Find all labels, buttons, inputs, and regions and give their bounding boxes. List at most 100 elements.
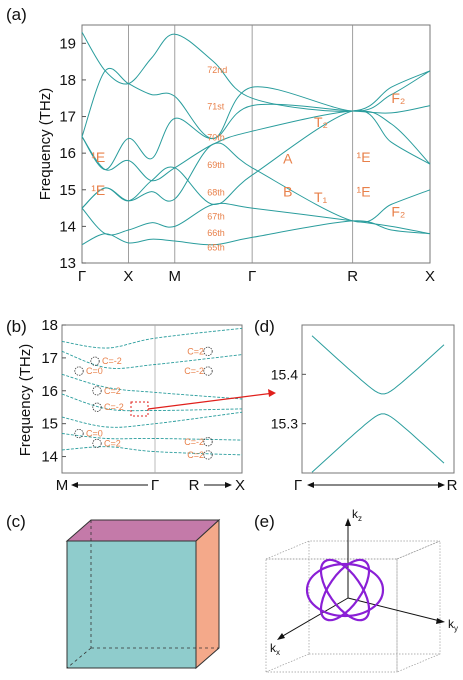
- cube-front-face: [66, 540, 197, 669]
- panel-a-irrep-label: ¹E: [91, 182, 105, 198]
- panel-a-band-label: 70th: [207, 133, 225, 143]
- panel-d-lower-branch: [311, 413, 445, 473]
- panel-a-xtick-label: X: [425, 268, 435, 285]
- panel-b-band-2: [61, 433, 243, 441]
- chern-number-label: C=2: [104, 438, 121, 448]
- panel-a-irrep-label: T₁: [314, 189, 328, 205]
- zoom-box: [130, 401, 149, 417]
- panel-b-xlabel-r: R: [189, 477, 200, 494]
- panel-a-xtick-label: M: [169, 268, 182, 285]
- panel-c-cube: [65, 518, 221, 670]
- panel-b-arrow-left-head: [71, 482, 78, 488]
- kx-axis-head: [277, 633, 285, 640]
- panel-a-band-label: 65th: [207, 243, 225, 253]
- panel-a-xtick-label: Γ: [78, 268, 86, 285]
- panel-a-band-label: 72nd: [207, 65, 227, 75]
- panel-a-band-6: [81, 103, 431, 171]
- panel-d-frame: [301, 324, 455, 474]
- panel-b-xlabel-m: M: [56, 477, 69, 494]
- ky-axis-head: [436, 618, 445, 624]
- panel-a-ytick-label: 17: [59, 109, 76, 126]
- weyl-point-marker: [203, 346, 213, 356]
- bz-box-back-d: [265, 653, 310, 673]
- chern-number-label: C=-2: [184, 366, 204, 376]
- panel-a-band-3: [81, 142, 431, 223]
- cube-top-face: [65, 519, 221, 542]
- zoom-arrow: [147, 392, 275, 410]
- panel-d-xlabel-r: R: [447, 477, 458, 494]
- nodal-loop-2: [319, 558, 371, 622]
- panel-a-irrep-label: ¹E: [91, 149, 105, 165]
- panel-b-band-4: [61, 393, 243, 412]
- panel-label-a: (a): [6, 5, 27, 24]
- panel-b-ytick-label: 16: [41, 383, 58, 400]
- cube-side-face: [195, 518, 220, 670]
- weyl-point-marker: [92, 386, 102, 396]
- weyl-point-marker: [92, 402, 102, 412]
- chern-number-label: C=-2: [102, 356, 122, 366]
- panel-b-band-6: [61, 350, 243, 369]
- panel-a-frame: [81, 24, 431, 264]
- panel-a-xtick-label: R: [347, 268, 358, 285]
- panel-label-b: (b): [6, 317, 27, 336]
- panel-b-band-5: [61, 373, 243, 400]
- panel-a-band-label: 66th: [207, 228, 225, 238]
- panel-b-xlabel-gamma: Γ: [151, 477, 159, 494]
- panel-b-ytick-label: 14: [41, 449, 58, 466]
- panel-a-ytick-label: 15: [59, 182, 76, 199]
- bz-box-top: [265, 540, 441, 560]
- panel-a-irrep-label: F₂: [391, 90, 405, 106]
- panel-b-ytick-label: 17: [41, 350, 58, 367]
- weyl-point-marker: [90, 356, 100, 366]
- panel-a-irrep-label: F₂: [391, 204, 405, 220]
- bz-box-front: [265, 558, 398, 673]
- panel-a-ytick-label: 18: [59, 72, 76, 89]
- panel-b-ylabel: Frequency (THz): [17, 344, 34, 457]
- panel-d-ytick-label: 15.3: [271, 416, 298, 432]
- panel-label-d: (d): [254, 317, 275, 336]
- panel-a-band-4: [81, 109, 431, 209]
- chern-number-label: C=2: [104, 386, 121, 396]
- nodal-loop-1: [305, 562, 385, 618]
- panel-b-ytick-label: 18: [41, 317, 58, 334]
- panel-a-ytick-label: 16: [59, 145, 76, 162]
- panel-b-frame: [61, 324, 243, 474]
- bz-box-side: [396, 540, 441, 673]
- ky-label: ky: [448, 617, 458, 633]
- panel-a-band-label: 71st: [207, 102, 225, 112]
- nodal-loop-3: [319, 558, 371, 622]
- panel-b-xlabel-x: X: [235, 477, 245, 494]
- zoom-arrow-head: [268, 389, 276, 397]
- panel-a-ylabel: Frequency (THz): [37, 88, 54, 201]
- panel-b-arrow-right-head: [225, 482, 232, 488]
- chern-number-label: C=2: [187, 450, 204, 460]
- panel-d-upper-branch: [311, 335, 445, 395]
- panel-a-irrep-label: A: [283, 151, 293, 167]
- panel-a-band-label: 69th: [207, 160, 225, 170]
- panel-a-ytick-label: 13: [59, 255, 76, 272]
- panel-d-arrow-head-right: [438, 482, 445, 488]
- panel-a-ytick-label: 14: [59, 218, 76, 235]
- chern-number-label: C=-2: [104, 402, 124, 412]
- panel-d-arrow-head-left: [307, 482, 314, 488]
- panel-d-zoom: 15.4 15.3 Γ R: [271, 324, 458, 494]
- panel-b-band-7: [61, 327, 243, 349]
- cube-hidden-edge-d: [66, 647, 92, 669]
- panel-b-band-1: [61, 446, 243, 456]
- panel-a-band-label: 68th: [207, 188, 225, 198]
- panel-e-nodal-loops: kz ky kx: [265, 507, 458, 673]
- panel-label-e: (e): [254, 512, 275, 531]
- panel-a-band-8: [81, 32, 431, 112]
- chern-number-label: C=0: [86, 429, 103, 439]
- kz-axis-head: [345, 518, 351, 526]
- panel-a-band-7: [81, 67, 431, 140]
- ky-axis: [347, 597, 441, 622]
- panel-a-band-structure: 13 14 15 16 17 18 19 Γ X M Γ R X 72nd 71st 70th 69th 68…: [37, 24, 435, 285]
- weyl-point-marker: [203, 450, 213, 460]
- chern-number-label: C=-2: [184, 437, 204, 447]
- weyl-point-marker: [92, 438, 102, 448]
- panel-a-band-2: [81, 202, 431, 236]
- panel-d-ytick-label: 15.4: [271, 366, 298, 382]
